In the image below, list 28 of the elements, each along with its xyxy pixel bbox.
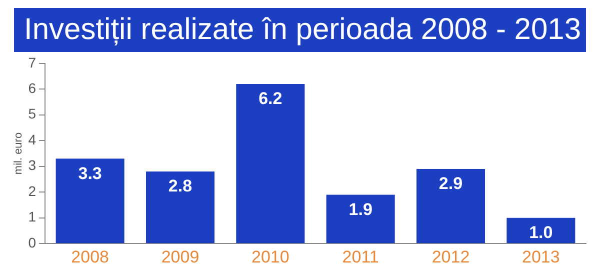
y-tick-label: 6: [28, 80, 36, 96]
data-label: 6.2: [258, 89, 282, 108]
y-tick-label: 7: [28, 54, 36, 70]
data-label: 3.3: [78, 164, 102, 183]
y-axis-title: mil. euro: [12, 132, 25, 175]
chart-title: Investiții realizate în perioada 2008 - 2013: [14, 8, 586, 52]
y-tick-label: 1: [28, 208, 36, 225]
y-tick-label: 0: [28, 234, 36, 250]
y-tick-label: 3: [28, 157, 36, 174]
bar: [506, 218, 576, 244]
y-tick-label: 4: [28, 131, 36, 148]
x-tick-label: 2011: [342, 247, 379, 266]
x-tick-label: 2009: [161, 247, 200, 266]
x-tick-label: 2012: [432, 247, 470, 266]
data-label: 1.9: [348, 200, 372, 219]
bar: [416, 168, 486, 244]
bar: [146, 172, 215, 244]
bar: [326, 194, 395, 244]
y-tick-label: 5: [28, 106, 36, 122]
data-label: 1.0: [529, 223, 553, 242]
data-label: 2.8: [168, 176, 192, 196]
bar: [56, 158, 124, 244]
x-tick-label: 2013: [522, 247, 560, 266]
x-tick-label: 2008: [71, 247, 109, 266]
x-tick-label: 2010: [251, 247, 290, 266]
bar: [236, 84, 305, 244]
y-tick-label: 2: [28, 182, 36, 199]
data-label: 2.9: [438, 174, 463, 194]
